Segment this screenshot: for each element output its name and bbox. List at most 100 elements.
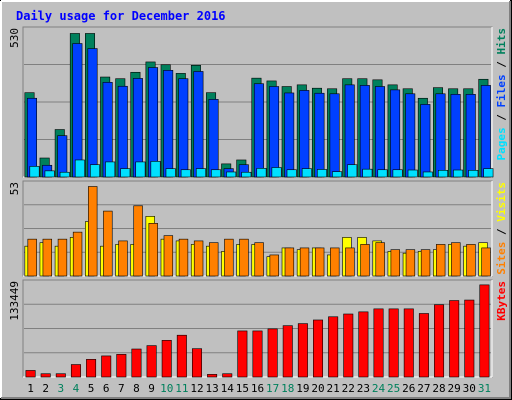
bar-pages-day-30 bbox=[468, 170, 479, 178]
bar-kbytes-day-12 bbox=[191, 348, 202, 378]
bar-kbytes-day-30 bbox=[464, 299, 475, 378]
legend-part: Visits bbox=[495, 182, 508, 222]
bar-sites-day-28 bbox=[435, 244, 446, 277]
bar-sites-day-6 bbox=[103, 210, 113, 277]
day-label: 26 bbox=[402, 382, 415, 395]
bar-sites-day-25 bbox=[390, 249, 400, 277]
bar-kbytes-day-14 bbox=[222, 373, 233, 378]
day-label: 20 bbox=[311, 382, 324, 395]
bar-pages-day-1 bbox=[29, 166, 40, 178]
bar-files-day-3 bbox=[57, 135, 68, 178]
day-label: 4 bbox=[73, 382, 80, 395]
bar-kbytes-day-11 bbox=[176, 334, 187, 378]
bar-sites-day-19 bbox=[299, 247, 310, 277]
panel-middle-scale-label: 53 bbox=[8, 182, 21, 195]
bar-sites-day-31 bbox=[481, 247, 491, 277]
bar-kbytes-day-19 bbox=[297, 323, 308, 378]
bar-pages-day-19 bbox=[301, 168, 312, 178]
bar-pages-day-4 bbox=[74, 159, 85, 178]
bar-files-day-19 bbox=[299, 90, 310, 178]
bar-sites-day-17 bbox=[269, 254, 279, 277]
bar-files-day-23 bbox=[359, 85, 370, 178]
day-label: 22 bbox=[342, 382, 355, 395]
day-label: 14 bbox=[221, 382, 235, 395]
panel-top-scale-label: 530 bbox=[8, 28, 21, 48]
bar-sites-day-20 bbox=[314, 247, 325, 277]
bar-sites-day-15 bbox=[239, 238, 249, 277]
bar-sites-day-9 bbox=[148, 223, 158, 277]
bar-sites-day-26 bbox=[405, 249, 416, 277]
bar-files-day-17 bbox=[269, 86, 280, 178]
legend-part: KBytes bbox=[495, 281, 508, 321]
bar-sites-day-3 bbox=[57, 238, 68, 277]
day-label: 27 bbox=[417, 382, 430, 395]
bar-kbytes-day-8 bbox=[131, 348, 142, 378]
legend-part: Pages bbox=[495, 127, 508, 160]
bar-pages-day-23 bbox=[362, 168, 373, 178]
bar-files-day-29 bbox=[450, 94, 461, 178]
day-label: 3 bbox=[58, 382, 65, 395]
bar-files-day-26 bbox=[405, 93, 416, 178]
bar-pages-day-31 bbox=[483, 168, 494, 178]
bar-sites-day-5 bbox=[88, 186, 98, 277]
bar-pages-day-14 bbox=[226, 171, 237, 178]
bar-kbytes-day-2 bbox=[40, 373, 51, 378]
bar-pages-day-22 bbox=[347, 164, 358, 178]
day-label: 8 bbox=[133, 382, 140, 395]
bar-kbytes-day-3 bbox=[55, 373, 66, 378]
bar-sites-day-13 bbox=[209, 242, 219, 277]
bar-sites-day-14 bbox=[224, 238, 234, 277]
day-label: 6 bbox=[103, 382, 110, 395]
panel-bottom-scale-label: 133449 bbox=[8, 281, 21, 321]
bar-kbytes-day-13 bbox=[207, 374, 218, 378]
legend-part: Sites bbox=[495, 242, 508, 275]
day-label: 18 bbox=[281, 382, 294, 395]
bar-sites-day-2 bbox=[42, 238, 53, 277]
bar-pages-day-18 bbox=[286, 169, 297, 178]
bar-kbytes-day-6 bbox=[101, 355, 112, 378]
bar-sites-day-24 bbox=[375, 242, 385, 277]
bar-kbytes-day-20 bbox=[313, 319, 324, 378]
bar-kbytes-day-4 bbox=[70, 364, 81, 378]
bar-files-day-16 bbox=[253, 83, 264, 178]
day-label: 17 bbox=[266, 382, 279, 395]
series-pages bbox=[29, 159, 494, 178]
day-label: 19 bbox=[296, 382, 309, 395]
day-label: 31 bbox=[478, 382, 491, 395]
bar-pages-day-26 bbox=[407, 169, 418, 178]
bar-kbytes-day-31 bbox=[479, 284, 490, 378]
panel-middle: 53 Sites / Visits bbox=[8, 180, 508, 277]
day-label: 23 bbox=[357, 382, 370, 395]
bar-pages-day-21 bbox=[332, 171, 343, 178]
bar-pages-day-15 bbox=[241, 171, 252, 178]
bar-kbytes-day-24 bbox=[373, 308, 384, 378]
day-label: 21 bbox=[327, 382, 340, 395]
panel-top: 530 Pages / Files / Hits bbox=[8, 26, 508, 178]
bar-kbytes-day-22 bbox=[343, 313, 354, 378]
bar-kbytes-day-5 bbox=[86, 359, 97, 378]
bar-files-day-5 bbox=[87, 48, 98, 178]
day-label: 11 bbox=[175, 382, 188, 395]
bar-files-day-18 bbox=[284, 92, 295, 178]
legend-part: / bbox=[495, 108, 508, 128]
bar-pages-day-12 bbox=[195, 168, 206, 178]
bar-files-day-9 bbox=[148, 67, 159, 178]
bar-sites-day-1 bbox=[27, 238, 37, 277]
day-label: 10 bbox=[160, 382, 173, 395]
bar-files-day-25 bbox=[390, 89, 401, 178]
bar-kbytes-day-15 bbox=[237, 330, 248, 378]
bar-pages-day-6 bbox=[105, 161, 116, 178]
panel-bottom-legend: KBytes bbox=[495, 281, 508, 321]
bar-files-day-27 bbox=[420, 104, 431, 178]
chart-title: Daily usage for December 2016 bbox=[16, 9, 226, 23]
bar-sites-day-8 bbox=[133, 205, 143, 277]
bar-sites-day-29 bbox=[451, 242, 461, 277]
bar-files-day-12 bbox=[193, 71, 204, 178]
bar-pages-day-20 bbox=[316, 169, 327, 178]
bar-files-day-28 bbox=[435, 93, 446, 178]
bar-kbytes-day-29 bbox=[449, 300, 460, 378]
bar-files-day-13 bbox=[208, 99, 219, 178]
bar-files-day-22 bbox=[344, 84, 355, 178]
bar-files-day-24 bbox=[374, 86, 385, 178]
